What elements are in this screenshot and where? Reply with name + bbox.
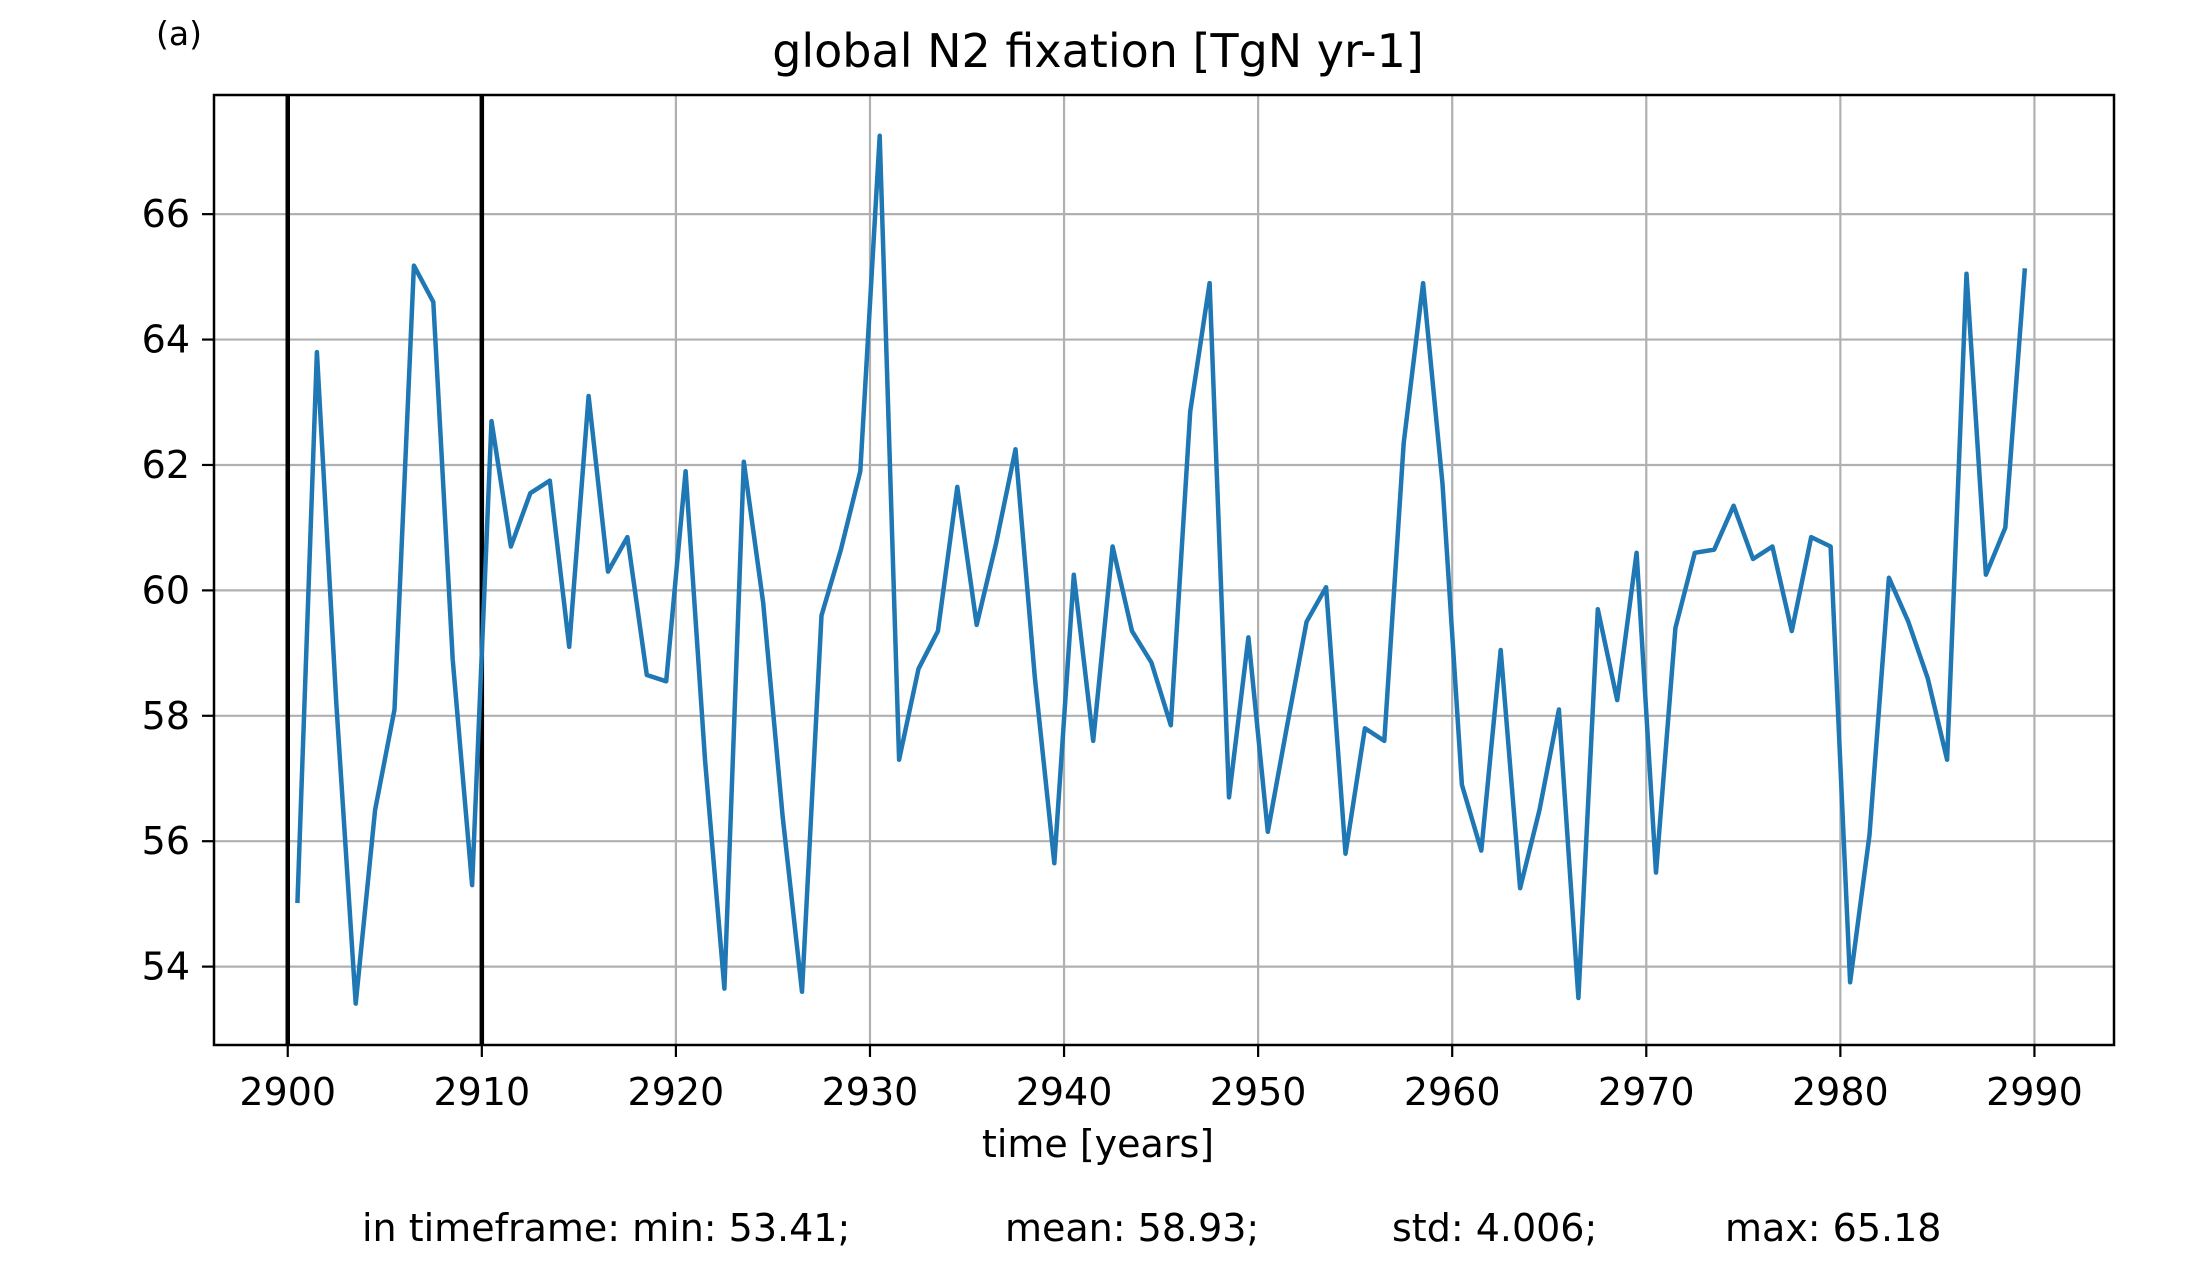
stat-max: max: 65.18 xyxy=(1725,1206,1942,1250)
y-tick-label: 58 xyxy=(142,694,190,738)
x-tick-label: 2930 xyxy=(822,1070,919,1114)
chart-title: global N2 fixation [TgN yr-1] xyxy=(772,24,1424,78)
stat-std: std: 4.006; xyxy=(1392,1206,1598,1250)
y-tick-label: 62 xyxy=(142,443,190,487)
y-tick-label: 54 xyxy=(142,945,190,989)
y-tick-label: 60 xyxy=(142,568,190,612)
stat-mean: mean: 58.93; xyxy=(1005,1206,1260,1250)
x-tick-label: 2960 xyxy=(1404,1070,1501,1114)
x-tick-label: 2940 xyxy=(1016,1070,1113,1114)
y-tick-label: 56 xyxy=(142,819,190,863)
y-tick-label: 64 xyxy=(142,318,190,362)
panel-label: (a) xyxy=(156,14,202,53)
x-tick-label: 2970 xyxy=(1598,1070,1695,1114)
x-tick-label: 2910 xyxy=(433,1070,530,1114)
x-axis-label: time [years] xyxy=(981,1122,1215,1166)
x-tick-label: 2950 xyxy=(1210,1070,1307,1114)
y-tick-label: 66 xyxy=(142,192,190,236)
x-tick-label: 2980 xyxy=(1792,1070,1889,1114)
x-tick-label: 2990 xyxy=(1986,1070,2083,1114)
plot-frame xyxy=(212,93,2116,1047)
x-tick-label: 2920 xyxy=(628,1070,725,1114)
stat-min: in timeframe: min: 53.41; xyxy=(362,1206,851,1250)
x-tick-label: 2900 xyxy=(239,1070,336,1114)
data-series-line xyxy=(295,133,2028,1006)
